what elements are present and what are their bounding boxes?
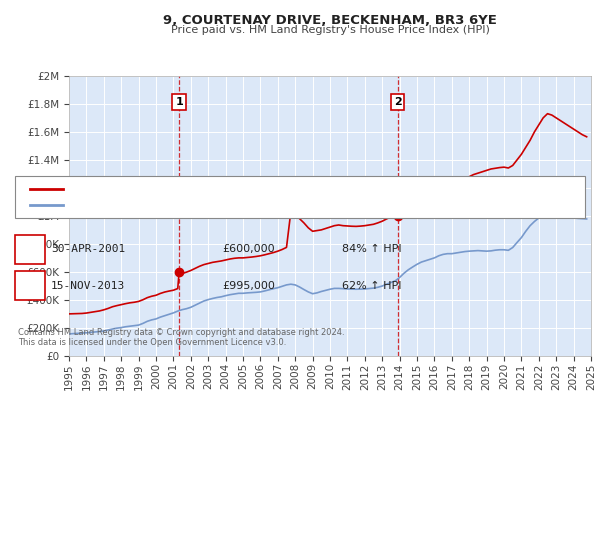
- Text: Price paid vs. HM Land Registry's House Price Index (HPI): Price paid vs. HM Land Registry's House …: [170, 25, 490, 35]
- Text: 30-APR-2001: 30-APR-2001: [51, 244, 125, 254]
- Text: 9, COURTENAY DRIVE, BECKENHAM, BR3 6YE (detached house): 9, COURTENAY DRIVE, BECKENHAM, BR3 6YE (…: [69, 184, 378, 194]
- Text: Contains HM Land Registry data © Crown copyright and database right 2024.
This d: Contains HM Land Registry data © Crown c…: [18, 328, 344, 347]
- Text: 1: 1: [175, 97, 183, 107]
- Text: 9, COURTENAY DRIVE, BECKENHAM, BR3 6YE: 9, COURTENAY DRIVE, BECKENHAM, BR3 6YE: [163, 14, 497, 27]
- Text: HPI: Average price, detached house, Bromley: HPI: Average price, detached house, Brom…: [69, 200, 290, 211]
- Text: 2: 2: [394, 97, 401, 107]
- Text: £600,000: £600,000: [222, 244, 275, 254]
- Text: 2: 2: [26, 279, 34, 292]
- Text: 84% ↑ HPI: 84% ↑ HPI: [342, 244, 401, 254]
- Text: 1: 1: [26, 242, 34, 256]
- Text: 62% ↑ HPI: 62% ↑ HPI: [342, 281, 401, 291]
- Text: 15-NOV-2013: 15-NOV-2013: [51, 281, 125, 291]
- Text: £995,000: £995,000: [222, 281, 275, 291]
